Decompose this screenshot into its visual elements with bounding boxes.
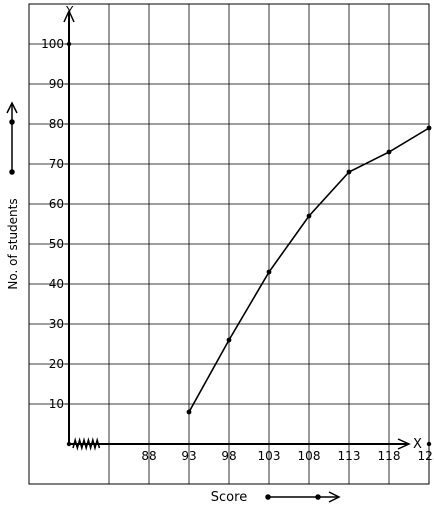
y-tick-label: 50: [49, 237, 64, 251]
grid-lines: [29, 3, 430, 484]
x-tick-label: 98: [221, 449, 236, 463]
y-tick-label: 40: [49, 277, 64, 291]
x-axis-letter: X: [413, 437, 422, 452]
y-tick-label: 100: [41, 37, 64, 51]
y-tick-label: 60: [49, 197, 64, 211]
y-tick-label: 10: [49, 397, 64, 411]
origin-point: [66, 441, 72, 447]
y-axis-label: No. of students: [6, 198, 20, 289]
y-direction-arrow: [6, 101, 18, 175]
x-tick-label: 123: [418, 449, 434, 463]
x-tick-labels: 88 93 98 103 108 113 118 123: [141, 449, 434, 463]
y-tick-label: 80: [49, 117, 64, 131]
x-direction-arrow: [265, 491, 341, 503]
x-tick-label: 88: [141, 449, 156, 463]
data-point: [266, 269, 272, 275]
x-tick-label: 108: [298, 449, 321, 463]
data-point: [346, 169, 352, 175]
y-tick-label: 90: [49, 77, 64, 91]
y-tick-label: 20: [49, 357, 64, 371]
x-axis-label: Score: [211, 490, 247, 505]
x-tick-label: 103: [258, 449, 281, 463]
y-axis-arrowhead: [63, 9, 75, 23]
plot-frame: [28, 3, 430, 485]
x-end-point: [426, 441, 432, 447]
data-point: [386, 149, 392, 155]
data-point: [426, 125, 432, 131]
x-tick-label: 93: [181, 449, 196, 463]
y-tick-labels: 10 20 30 40 50 60 70 80 90 100: [41, 37, 69, 411]
y-tick-label: 30: [49, 317, 64, 331]
data-point: [306, 213, 312, 219]
series-layer: [186, 125, 432, 415]
x-tick-label: 113: [338, 449, 361, 463]
axis-break-zigzag: [72, 437, 101, 451]
x-axis-arrowhead: [397, 438, 411, 450]
y-axis-letter: Y: [65, 4, 74, 18]
axes: [63, 9, 432, 451]
data-point: [226, 337, 232, 343]
x-tick-label: 118: [378, 449, 401, 463]
data-point: [186, 409, 192, 415]
y-tick-label: 70: [49, 157, 64, 171]
